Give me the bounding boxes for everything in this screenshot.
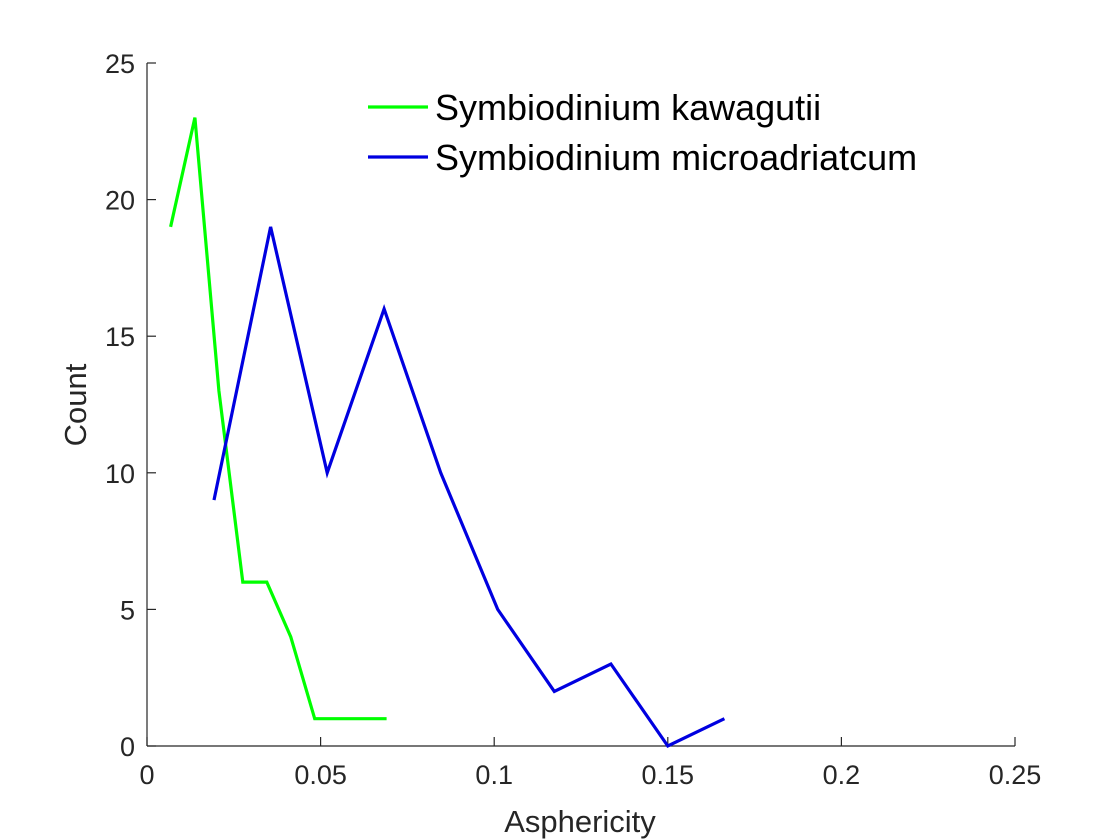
series-lines	[169, 117, 726, 749]
x-axis-label: Asphericity	[504, 804, 656, 839]
y-tick-label: 10	[105, 459, 135, 489]
series-line-1	[169, 117, 387, 721]
x-tick-label: 0.05	[294, 760, 347, 790]
x-tick-label: 0.1	[475, 760, 513, 790]
series-line-2	[212, 226, 726, 749]
y-tick-label: 25	[105, 49, 135, 79]
x-tick-label: 0.2	[823, 760, 861, 790]
legend-label: Symbiodinium kawagutii	[435, 87, 821, 128]
y-tick-label: 20	[105, 186, 135, 216]
x-tick-label: 0	[139, 760, 154, 790]
axes	[146, 63, 1015, 747]
y-tick-label: 15	[105, 322, 135, 352]
legend-label: Symbiodinium microadriatcum	[435, 137, 917, 178]
y-axis-label: Count	[58, 363, 93, 446]
x-tick-label: 0.15	[642, 760, 695, 790]
tick-labels: 0 0.05 0.1 0.15 0.2 0.25 0 5 10 15 20 25	[105, 49, 1041, 790]
y-tick-label: 5	[120, 595, 135, 625]
legend: Symbiodinium kawagutii Symbiodinium micro…	[368, 87, 917, 178]
x-tick-label: 0.25	[989, 760, 1042, 790]
y-tick-label: 0	[120, 732, 135, 762]
